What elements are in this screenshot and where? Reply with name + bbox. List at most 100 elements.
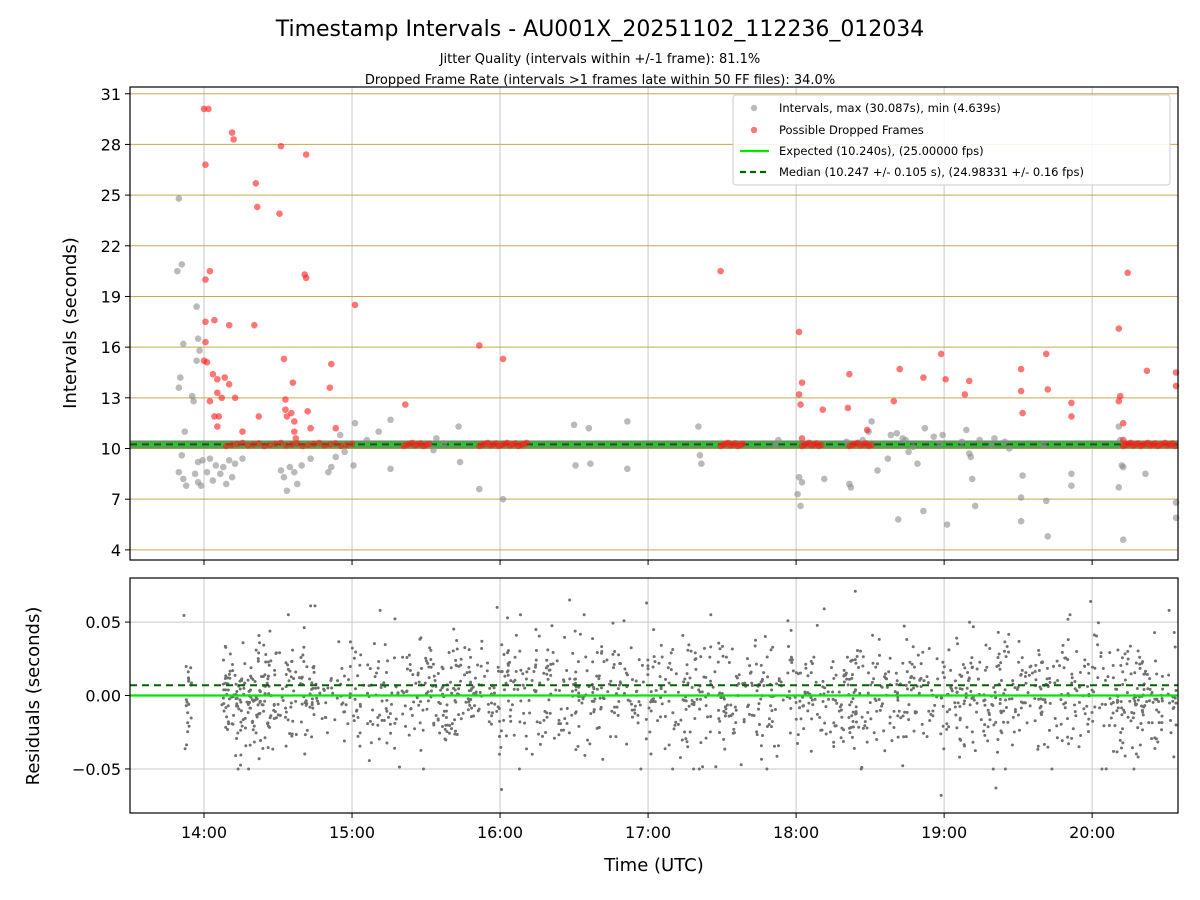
residual-point-557 [1119,663,1123,667]
residual-point-1498 [866,671,870,675]
residual-point-1547 [238,679,242,683]
residual-point-88 [657,661,661,665]
residual-point-1300 [389,731,393,735]
bottom-x-ticks: 14:00 15:00 16:00 17:00 18:00 19:00 20:00 [181,813,1115,842]
residual-point-423 [809,659,813,663]
residual-point-472 [445,703,449,707]
residual-point-801 [1153,659,1157,663]
residual-point-27 [1130,746,1134,750]
residual-point-1401 [718,647,722,651]
residual-point-2 [353,697,357,701]
residual-point-805 [831,660,835,664]
top-ytick-label-5: 19 [101,287,121,306]
residual-point-741 [298,676,302,680]
interval-point-16 [193,357,200,364]
residual-point-1353 [310,681,314,685]
residual-point-1307 [843,673,847,677]
residual-point-5 [414,681,418,685]
residual-point-1334 [626,698,630,702]
residual-point-1297 [1096,621,1100,625]
residual-point-670 [545,672,549,676]
interval-point-8 [175,468,183,476]
residual-point-505 [983,698,987,702]
residual-point-1649 [695,697,699,701]
residual-point-835 [685,672,689,676]
residual-point-1373 [630,708,634,712]
interval-point-30 [228,473,236,481]
interval-point-114 [1044,533,1052,540]
residual-point-712 [1160,714,1164,718]
residual-point-1076 [996,656,1000,660]
residual-point-491 [509,708,513,712]
residual-point-1154 [1063,706,1067,710]
residual-point-1035 [310,687,314,691]
residual-point-433 [1151,700,1155,704]
residual-point-1173 [592,708,596,712]
residual-point-337 [687,643,691,647]
residual-point-291 [709,714,713,718]
residual-point-1562 [969,661,973,665]
legend-label-dropped: Possible Dropped Frames [779,123,924,137]
residual-point-476 [860,715,864,719]
residual-point-730 [1066,658,1070,662]
residual-point-584 [733,705,737,709]
bottom-reference-lines [130,684,1178,697]
residual-point-1387 [355,708,359,712]
residual-point-981 [547,698,551,702]
residual-point-378 [997,652,1001,656]
legend-label-expected: Expected (10.240s), (25.00000 fps) [779,144,984,158]
interval-point-86 [894,516,902,523]
interval-point-7 [178,451,186,459]
residual-point-1263 [555,659,559,663]
residual-point-929 [717,717,721,721]
residual-point-1179 [897,709,901,713]
residual-point-1396 [611,621,615,625]
residual-point-1626 [305,728,309,732]
residual-point-882 [770,688,774,692]
residual-point-598 [457,664,461,668]
residual-point-650 [1065,717,1069,721]
residual-point-1370 [854,661,858,665]
residual-point-1556 [737,673,741,677]
residual-point-1045 [304,703,308,707]
residual-point-518 [634,679,638,683]
interval-point-109 [1017,494,1025,501]
residual-point-684 [267,692,271,696]
interval-point-106 [991,435,998,442]
residual-point-23 [658,675,662,679]
residual-point-1355 [644,717,648,721]
interval-point-27 [219,463,227,471]
residual-point-1237 [865,740,869,744]
residual-point-302 [263,699,267,703]
residual-point-349 [551,651,555,655]
residual-point-625 [592,710,596,714]
residual-point-1508 [1119,700,1123,704]
residual-point-1071 [1116,698,1120,702]
residual-point-1189 [653,700,657,704]
interval-point-14 [194,335,202,343]
residual-point-1456 [724,711,728,715]
residual-point-1623 [739,763,743,767]
residual-point-534 [528,711,532,715]
residual-point-1571 [846,683,850,687]
residual-point-72 [595,674,599,678]
residual-point-963 [857,725,861,729]
residual-point-1187 [385,741,389,745]
residual-point-1532 [585,669,589,673]
dropped-point-22 [214,375,221,383]
residual-point-1285 [388,712,392,716]
residual-point-813 [762,671,766,675]
residual-point-1079 [831,690,835,694]
residual-point-1331 [947,648,951,652]
bottom-y-ticks: 0.050.00−0.05 [72,613,130,779]
residual-point-1673 [586,738,590,742]
residual-point-1665 [235,689,239,693]
interval-point-49 [375,428,382,435]
residual-point-1469 [1150,721,1154,725]
residual-point-144 [568,677,572,681]
residual-point-512 [294,699,298,703]
residual-point-1096 [699,655,703,659]
residual-point-1309 [794,717,798,721]
residual-point-451 [976,677,980,681]
residual-point-592 [922,731,926,735]
